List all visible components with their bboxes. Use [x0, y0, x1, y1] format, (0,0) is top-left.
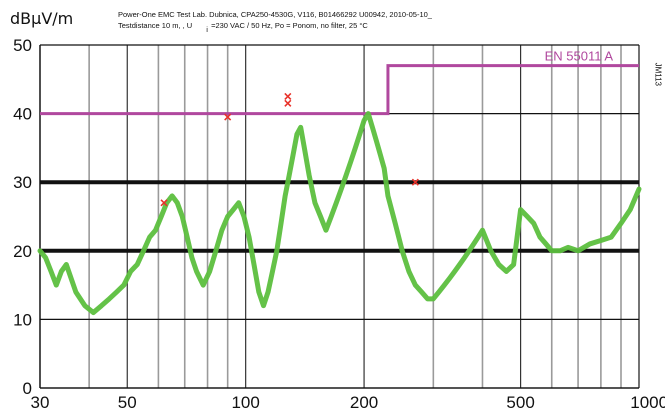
header-line-2-start: Testdistance 10 m, , U — [118, 21, 193, 30]
x-tick-label: 30 — [31, 393, 50, 412]
peak-marker — [284, 99, 292, 107]
y-tick-label: 10 — [13, 310, 32, 329]
x-tick-label: 100 — [231, 393, 259, 412]
peak-marker — [160, 199, 168, 207]
x-tick-label: 500 — [506, 393, 534, 412]
header-line-1: Power-One EMC Test Lab. Dubnica, CPA250-… — [118, 10, 432, 19]
y-tick-label: 0 — [23, 379, 32, 398]
header-line-2: Testdistance 10 m, , U i =230 VAC / 50 H… — [118, 21, 368, 34]
peak-marker — [411, 178, 419, 186]
x-tick-label: 1000 MHz — [630, 393, 665, 412]
measurement-trace — [37, 111, 642, 316]
peak-marker — [284, 92, 292, 101]
header-line-2-subscript: i — [206, 25, 208, 34]
y-tick-label: 50 — [13, 36, 32, 55]
y-tick-label: 30 — [13, 173, 32, 192]
x-tick-label: 200 — [350, 393, 378, 412]
y-axis-unit-label: dBµV/m — [10, 9, 74, 28]
limit-line-label: EN 55011 A — [545, 49, 614, 64]
y-tick-label: 20 — [13, 242, 32, 261]
x-tick-label: 50 — [118, 393, 137, 412]
limit-line — [40, 64, 639, 116]
peak-marker — [224, 113, 232, 121]
y-tick-label: 40 — [13, 105, 32, 124]
header-line-2-end: =230 VAC / 50 Hz, Po = Ponom, no filter,… — [211, 21, 368, 30]
